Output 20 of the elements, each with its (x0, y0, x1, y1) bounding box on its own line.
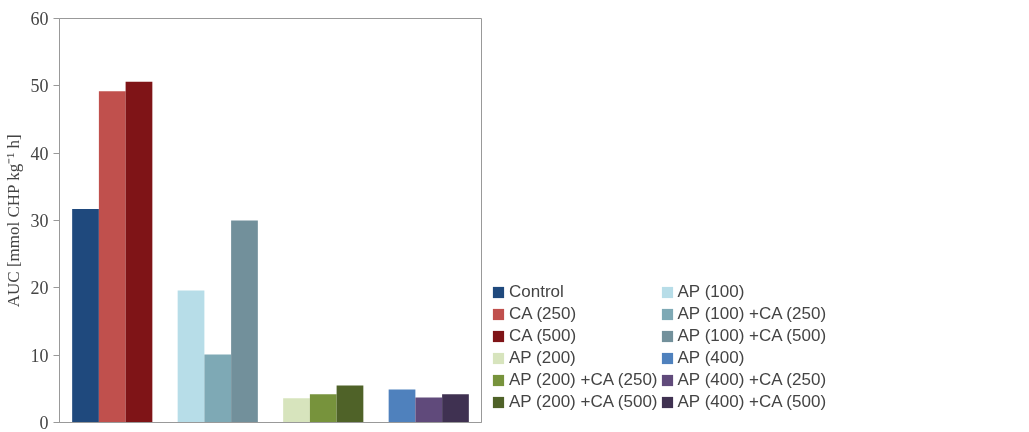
legend-label: AP (100) +CA (250) (677, 304, 827, 324)
legend-label: AP (100) +CA (500) (677, 326, 827, 346)
y-tick-label: 10 (30, 345, 49, 366)
y-tick-label: 60 (30, 9, 49, 29)
legend-label: AP (200) +CA (500) (509, 392, 658, 412)
y-tick-label: 40 (30, 143, 49, 164)
legend-label: AP (400) (677, 348, 745, 368)
y-tick-label: 30 (30, 211, 49, 231)
legend-label: Control (509, 282, 564, 302)
legend-label: AP (100) (677, 282, 745, 302)
y-tick-label: 20 (30, 278, 49, 299)
legend-label: AP (400) +CA (250) (677, 370, 827, 390)
legend-label: CA (500) (509, 326, 577, 346)
y-tick-label: 50 (30, 76, 49, 97)
legend-label: AP (200) (509, 348, 576, 368)
y-axis-title: AUC [mmol CHP kg⁻¹ h] (3, 134, 23, 308)
y-tick-label: 0 (39, 413, 49, 432)
legend-label: CA (250) (509, 304, 577, 324)
legend-label: AP (400) +CA (500) (677, 392, 827, 412)
legend-label: AP (200) +CA (250) (509, 370, 658, 390)
